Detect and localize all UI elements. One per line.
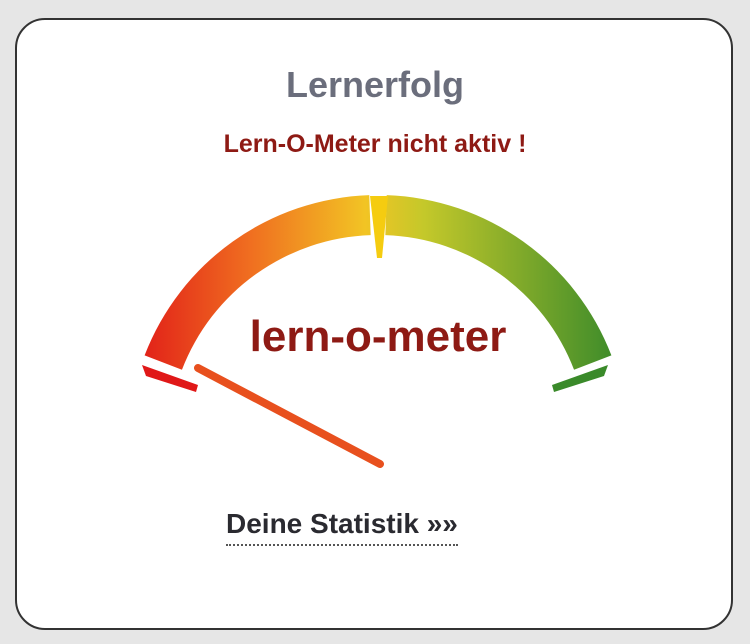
gauge-max-tick	[552, 365, 608, 392]
card-title: Lernerfolg	[285, 64, 464, 105]
lernerfolg-card	[15, 18, 733, 630]
gauge-center-tick	[370, 196, 388, 258]
gauge-needle	[194, 364, 384, 468]
gauge-arc-left	[144, 195, 371, 370]
lern-o-meter-logo-text: lern-o-meter	[249, 312, 507, 361]
gauge-arc-right	[385, 195, 612, 370]
status-message: Lern-O-Meter nicht aktiv !	[223, 130, 527, 158]
gauge-min-tick	[142, 365, 198, 392]
statistics-link[interactable]: Deine Statistik »»	[226, 508, 458, 546]
